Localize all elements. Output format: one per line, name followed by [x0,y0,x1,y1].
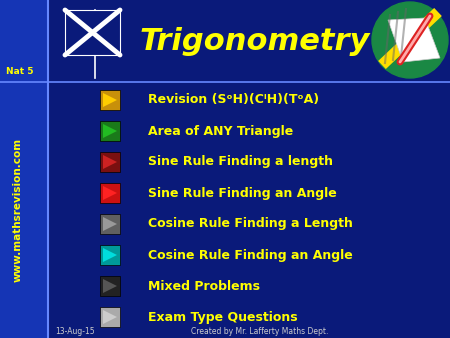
Bar [100,276,120,296]
Bar [100,245,120,265]
Bar [0,0,48,338]
Text: Cosine Rule Finding a Length: Cosine Rule Finding a Length [148,217,353,231]
Circle shape [372,2,448,78]
Text: Sine Rule Finding a length: Sine Rule Finding a length [148,155,333,169]
Text: Cosine Rule Finding an Angle: Cosine Rule Finding an Angle [148,248,353,262]
Polygon shape [103,248,117,262]
Polygon shape [103,279,117,293]
Text: Revision (SᵒH)(CᴵH)(TᵒA): Revision (SᵒH)(CᴵH)(TᵒA) [148,94,319,106]
Text: www.mathsrevision.com: www.mathsrevision.com [13,138,23,282]
Bar [100,90,120,110]
Polygon shape [103,186,117,200]
Text: Trigonometry: Trigonometry [140,27,370,56]
Polygon shape [388,18,440,62]
Polygon shape [103,310,117,324]
Text: Exam Type Questions: Exam Type Questions [148,311,297,323]
Bar [100,307,120,327]
Polygon shape [103,155,117,169]
Bar [100,152,120,172]
Bar [100,183,120,203]
Bar [65,10,120,55]
Text: Created by Mr. Lafferty Maths Dept.: Created by Mr. Lafferty Maths Dept. [191,327,328,336]
Polygon shape [103,93,117,107]
Text: Area of ANY Triangle: Area of ANY Triangle [148,124,293,138]
Text: Mixed Problems: Mixed Problems [148,280,260,292]
Bar [100,121,120,141]
Bar [100,214,120,234]
Polygon shape [103,217,117,231]
Text: Sine Rule Finding an Angle: Sine Rule Finding an Angle [148,187,337,199]
Polygon shape [103,124,117,138]
Text: Nat 5: Nat 5 [6,68,33,76]
Text: 13-Aug-15: 13-Aug-15 [55,327,94,336]
